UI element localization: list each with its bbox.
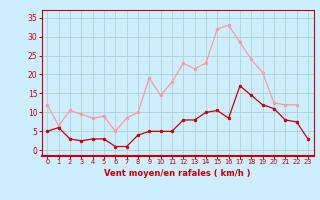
X-axis label: Vent moyen/en rafales ( km/h ): Vent moyen/en rafales ( km/h ) [104, 169, 251, 178]
